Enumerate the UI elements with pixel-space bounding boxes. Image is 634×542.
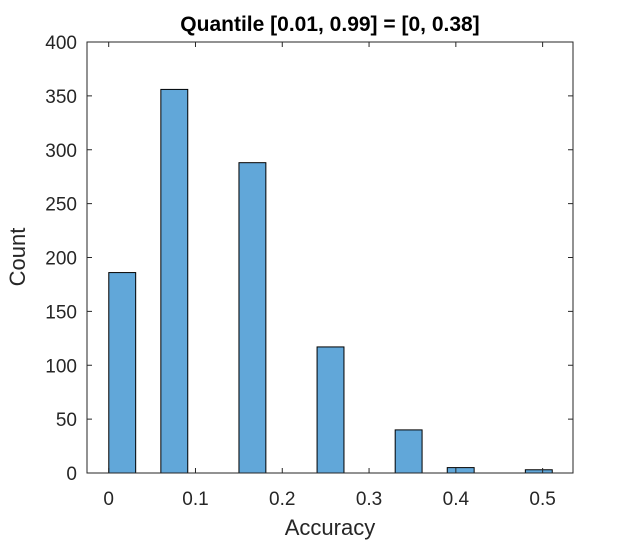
ticks-group: 0 0.1 0.2 0.3 0.4 0.5 0 50 100 150 200 250 300 350 400: [45, 33, 573, 510]
x-tick-label: 0.4: [443, 489, 470, 510]
histogram-bar: [394, 429, 423, 474]
chart-title: Quantile [0.01, 0.99] = [0, 0.38]: [180, 13, 479, 36]
x-tick-label: 0.1: [182, 489, 208, 510]
y-tick-label: 50: [56, 410, 77, 431]
y-tick-label: 0: [66, 464, 77, 485]
y-tick-label: 250: [45, 195, 77, 216]
bars-group: [108, 88, 553, 474]
y-tick-label: 150: [45, 302, 77, 323]
histogram-bar: [238, 162, 267, 474]
x-axis-label: Accuracy: [285, 515, 375, 540]
y-tick-label: 100: [45, 356, 77, 377]
x-tick-label: 0: [103, 489, 114, 510]
histogram-bar: [446, 467, 475, 474]
y-tick-label: 350: [45, 87, 77, 108]
histogram-bar: [316, 346, 345, 474]
y-axis-label: Count: [5, 228, 30, 287]
y-tick-label: 200: [45, 249, 77, 270]
y-tick-label: 300: [45, 141, 77, 162]
plot-frame: [86, 41, 574, 474]
x-tick-label: 0.2: [269, 489, 295, 510]
x-tick-label: 0.5: [529, 489, 555, 510]
y-tick-label: 400: [45, 33, 77, 54]
histogram-bar: [160, 88, 189, 474]
x-tick-label: 0.3: [356, 489, 382, 510]
histogram-bar: [108, 272, 137, 474]
